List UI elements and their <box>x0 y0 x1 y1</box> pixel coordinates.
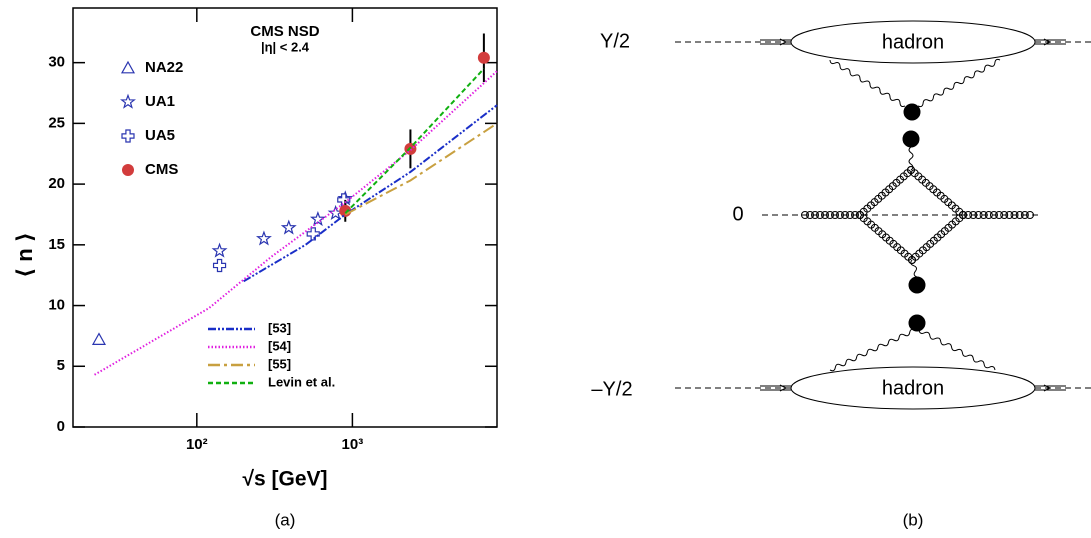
x-axis-label: √s [GeV] <box>242 468 327 491</box>
gluon-loop <box>1000 211 1009 219</box>
gluon-loop <box>851 211 859 219</box>
legend-label: [53] <box>268 320 291 335</box>
gluon-loop <box>801 211 809 219</box>
blob <box>908 276 926 294</box>
legend-label: [55] <box>268 356 291 371</box>
annotation: CMS NSD <box>250 23 319 40</box>
y-tick-label: 25 <box>48 114 65 131</box>
annotation: |η| < 2.4 <box>261 39 310 54</box>
hadron-arrow <box>760 384 792 392</box>
gluon-loop <box>959 211 967 219</box>
hadron-arrow <box>1034 384 1066 392</box>
data-point <box>477 51 490 64</box>
gluon-loop <box>831 211 839 219</box>
hadron-label: hadron <box>882 31 944 53</box>
y-tick-label: 10 <box>48 297 65 314</box>
data-point <box>91 332 106 345</box>
gluon-loop <box>806 211 814 219</box>
plot-frame <box>72 7 498 428</box>
curve <box>94 70 498 376</box>
legend-marker <box>120 93 136 109</box>
rapidity-label: 0 <box>732 203 743 225</box>
gluon-loop <box>1020 211 1029 219</box>
legend-label: UA5 <box>145 127 175 144</box>
hadron-arrow <box>1034 38 1066 46</box>
legend-label: Levin et al. <box>268 374 335 389</box>
legend-marker <box>120 60 136 74</box>
reggeon-line <box>829 59 906 108</box>
legend-label: NA22 <box>145 59 183 76</box>
y-tick-label: 5 <box>57 357 65 374</box>
data-point <box>212 258 227 273</box>
rapidity-label: Y/2 <box>600 30 630 52</box>
gluon-loop <box>979 211 988 219</box>
legend-marker <box>121 129 135 143</box>
curve <box>344 68 485 214</box>
curve <box>344 122 498 216</box>
caption: (b) <box>903 510 924 529</box>
gluon-loop <box>816 211 824 219</box>
gluon-loop <box>826 211 834 219</box>
gluon-loop <box>1005 211 1014 219</box>
gluon-loop <box>1015 211 1024 219</box>
legend-label: UA1 <box>145 93 175 110</box>
x-tick-label: 10² <box>186 436 208 453</box>
gluon-loop <box>841 211 849 219</box>
gluon-loop <box>984 211 993 219</box>
hadron-ellipse <box>790 20 1036 64</box>
y-tick-label: 20 <box>48 175 65 192</box>
gluon-loop <box>969 211 978 219</box>
caption: (a) <box>275 510 296 529</box>
gluon-loop <box>908 256 916 264</box>
gluon-loop <box>1026 211 1034 219</box>
x-tick-label: 10³ <box>342 436 364 453</box>
gluon-loop <box>846 211 854 219</box>
data-point <box>211 242 228 258</box>
gluon-loop <box>964 211 973 219</box>
reggeon-line <box>829 328 916 372</box>
y-axis-label: ⟨ n ⟩ <box>12 232 37 278</box>
blob <box>903 103 921 121</box>
hadron-ellipse <box>790 366 1036 410</box>
y-tick-label: 30 <box>48 54 65 71</box>
data-point <box>309 210 326 227</box>
rapidity-label: –Y/2 <box>591 378 632 400</box>
hadron-arrow <box>760 38 792 46</box>
legend-label: CMS <box>145 161 178 178</box>
reggeon-line <box>918 329 996 371</box>
gluon-loop <box>836 211 844 219</box>
hadron-label: hadron <box>882 377 944 399</box>
data-point <box>280 219 297 235</box>
gluon-loop <box>989 211 998 219</box>
gluon-loop <box>974 211 983 219</box>
blob <box>908 314 926 332</box>
y-tick-label: 0 <box>57 418 65 435</box>
data-point <box>255 230 272 246</box>
curve <box>243 104 498 283</box>
diagram <box>675 20 1091 410</box>
gluon-loop <box>821 211 829 219</box>
gluon-loop <box>1010 211 1019 219</box>
legend-marker <box>122 164 134 176</box>
gluon-loop <box>856 211 864 219</box>
legend-label: [54] <box>268 338 291 353</box>
reggeon-line <box>917 58 1001 108</box>
gluon-loop <box>995 211 1004 219</box>
y-tick-label: 15 <box>48 236 65 253</box>
blob <box>902 130 920 148</box>
data-point <box>306 227 320 241</box>
reggeon-line <box>908 146 914 171</box>
gluon-loop <box>811 211 819 219</box>
